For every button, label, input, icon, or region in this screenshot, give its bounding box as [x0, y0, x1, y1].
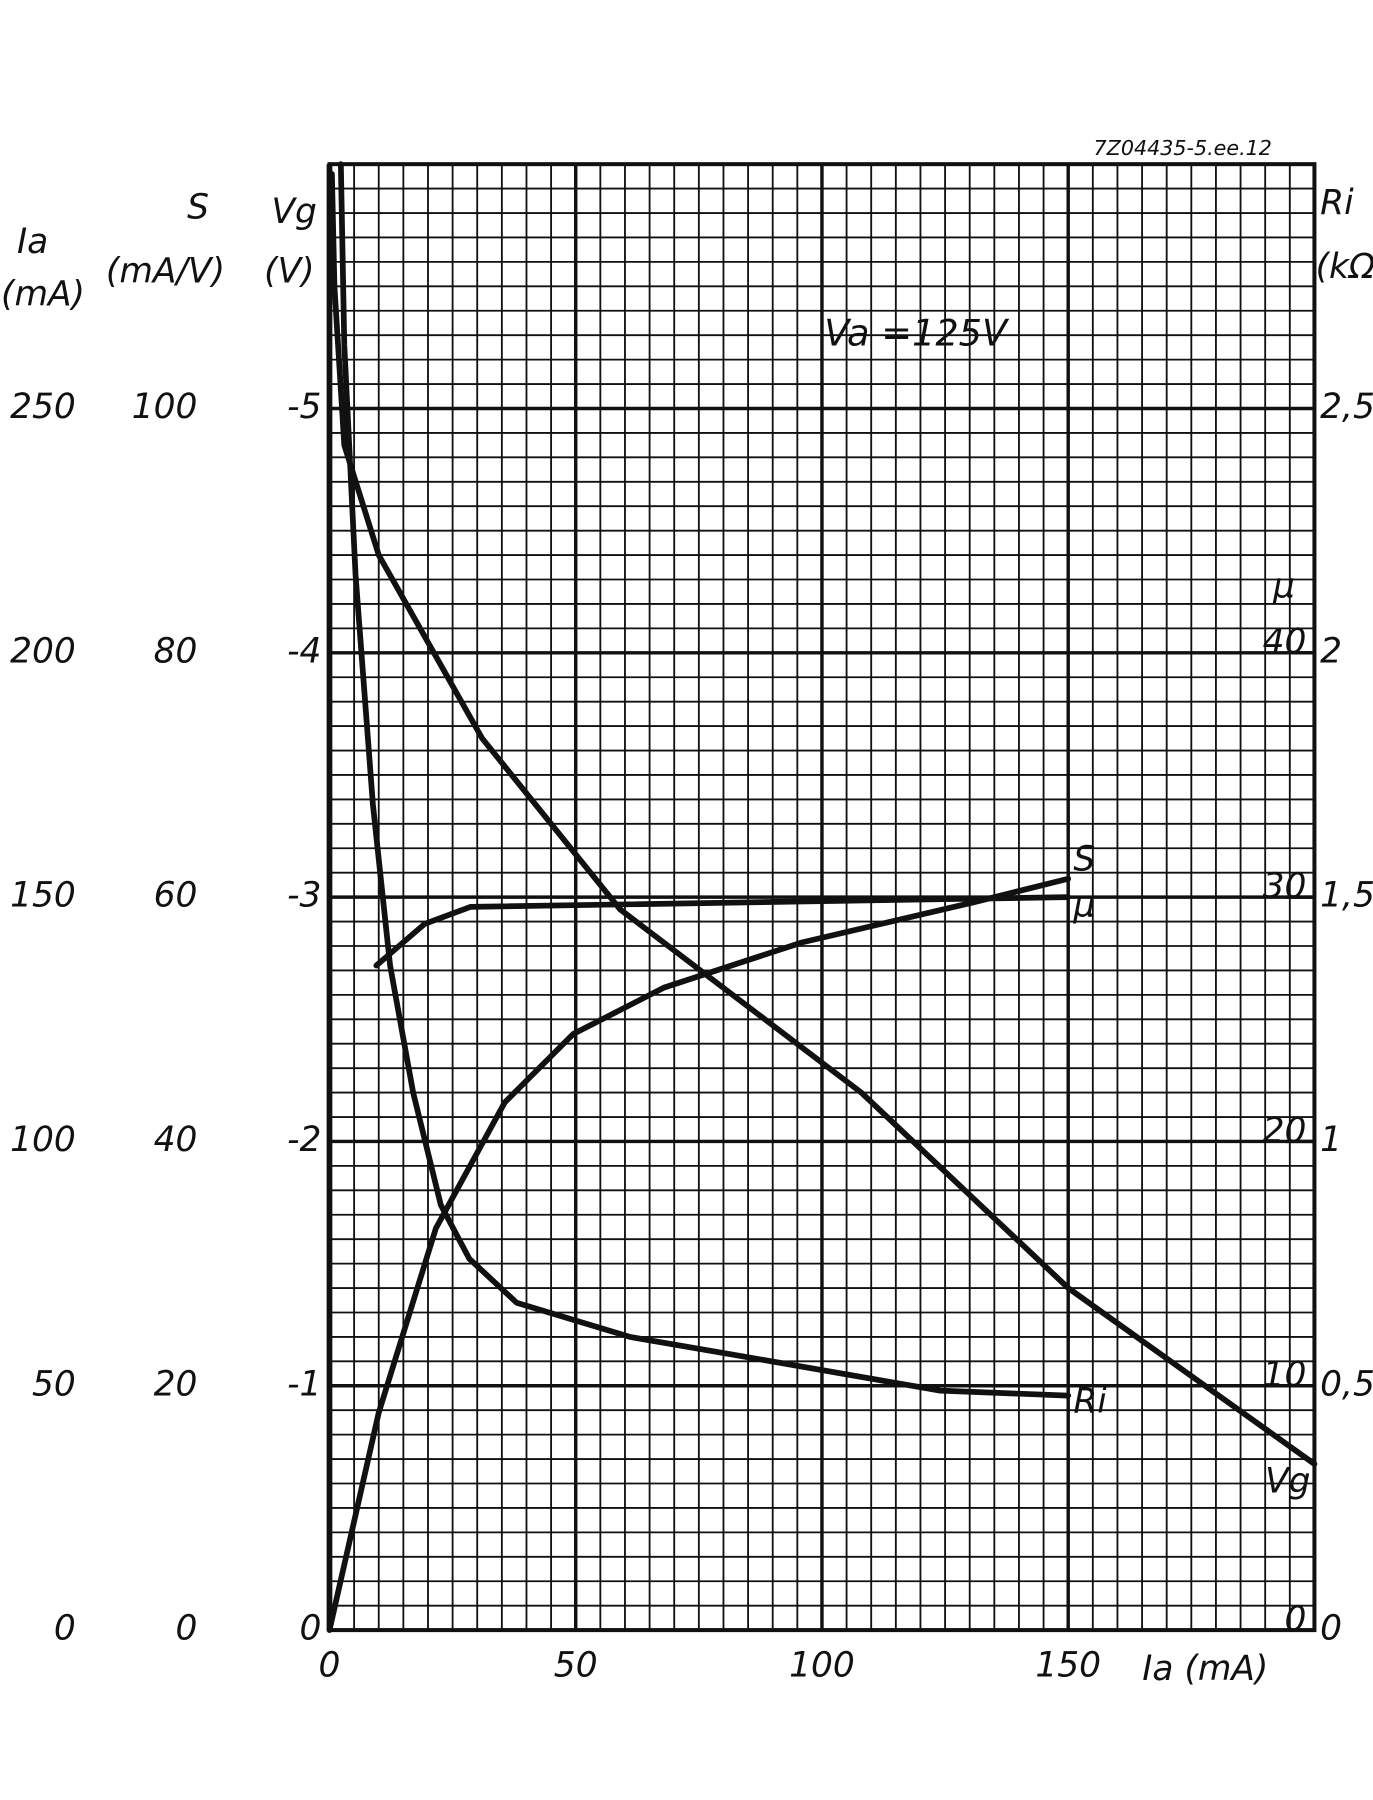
y-tick-label: 1 — [1320, 1120, 1342, 1160]
y-tick-label: -2 — [287, 1120, 321, 1160]
y-tick-label: 0 — [54, 1609, 76, 1649]
axis-unit: (kΩ) — [1316, 247, 1373, 287]
axis-symbol: Ri — [1320, 183, 1354, 223]
y-tick-label: 20 — [1263, 1111, 1307, 1151]
curve — [337, 161, 1072, 1399]
curve — [329, 171, 1318, 1467]
y-tick-label: 0 — [1284, 1599, 1306, 1639]
y-tick-label: 100 — [10, 1120, 76, 1160]
reference: 7Z04435-5.ee.12 — [1094, 136, 1272, 160]
y-tick-label: 2 — [1320, 631, 1342, 671]
y-tick-label: -5 — [287, 387, 321, 427]
axis-unit: (mA) — [1, 275, 85, 315]
y-tick-label: -3 — [287, 876, 321, 916]
curve — [326, 875, 1072, 1633]
y-tick-label: 0 — [176, 1609, 198, 1649]
curve-label: Ri — [1073, 1381, 1107, 1421]
curve-label: Vg — [1265, 1462, 1310, 1502]
curves — [326, 161, 1318, 1633]
y-tick-label: 20 — [154, 1364, 198, 1404]
axis-unit: (V) — [264, 252, 314, 292]
curve — [373, 894, 1072, 969]
y-tick-label: 150 — [10, 876, 76, 916]
axis-symbol: Ia — [17, 222, 48, 262]
axis-symbol: S — [187, 187, 209, 227]
labels: 7Z04435-5.ee.12 Va =125V Ia (mA) 0 50 100 1… — [1, 136, 1373, 1689]
axis-symbol: Vg — [271, 192, 316, 232]
axis-symbol: μ — [1272, 566, 1295, 606]
y-tick-label: 10 — [1263, 1355, 1307, 1395]
y-tick-label: -1 — [287, 1364, 321, 1404]
y-tick-label: 250 — [10, 387, 76, 427]
y-tick-label: -4 — [287, 631, 321, 671]
x-tick-label: 50 — [554, 1645, 598, 1685]
y-tick-label: 1,5 — [1320, 876, 1373, 916]
x-axis-title: Ia (mA) — [1142, 1649, 1268, 1689]
y-tick-label: 0 — [1320, 1609, 1342, 1649]
y-tick-label: 50 — [32, 1364, 76, 1404]
x-tick-label: 100 — [789, 1645, 855, 1685]
y-tick-label: 30 — [1263, 866, 1307, 906]
y-tick-label: 80 — [154, 631, 198, 671]
curve-label: μ — [1072, 885, 1095, 925]
x-tick-label: 150 — [1035, 1645, 1101, 1685]
y-tick-label: 40 — [154, 1120, 198, 1160]
curve-label: S — [1073, 839, 1095, 879]
y-tick-label: 100 — [132, 387, 198, 427]
y-tick-label: 0,5 — [1320, 1364, 1373, 1404]
axis-unit: (mA/V) — [106, 252, 225, 292]
y-tick-label: 60 — [154, 876, 198, 916]
y-tick-label: 40 — [1263, 622, 1307, 662]
y-tick-label: 2,5 — [1320, 387, 1373, 427]
grid — [326, 162, 1317, 1633]
annotation: Va =125V — [824, 312, 1010, 355]
x-tick-label: 0 — [319, 1645, 341, 1685]
y-tick-label: 200 — [10, 631, 76, 671]
y-tick-label: 0 — [300, 1609, 322, 1649]
